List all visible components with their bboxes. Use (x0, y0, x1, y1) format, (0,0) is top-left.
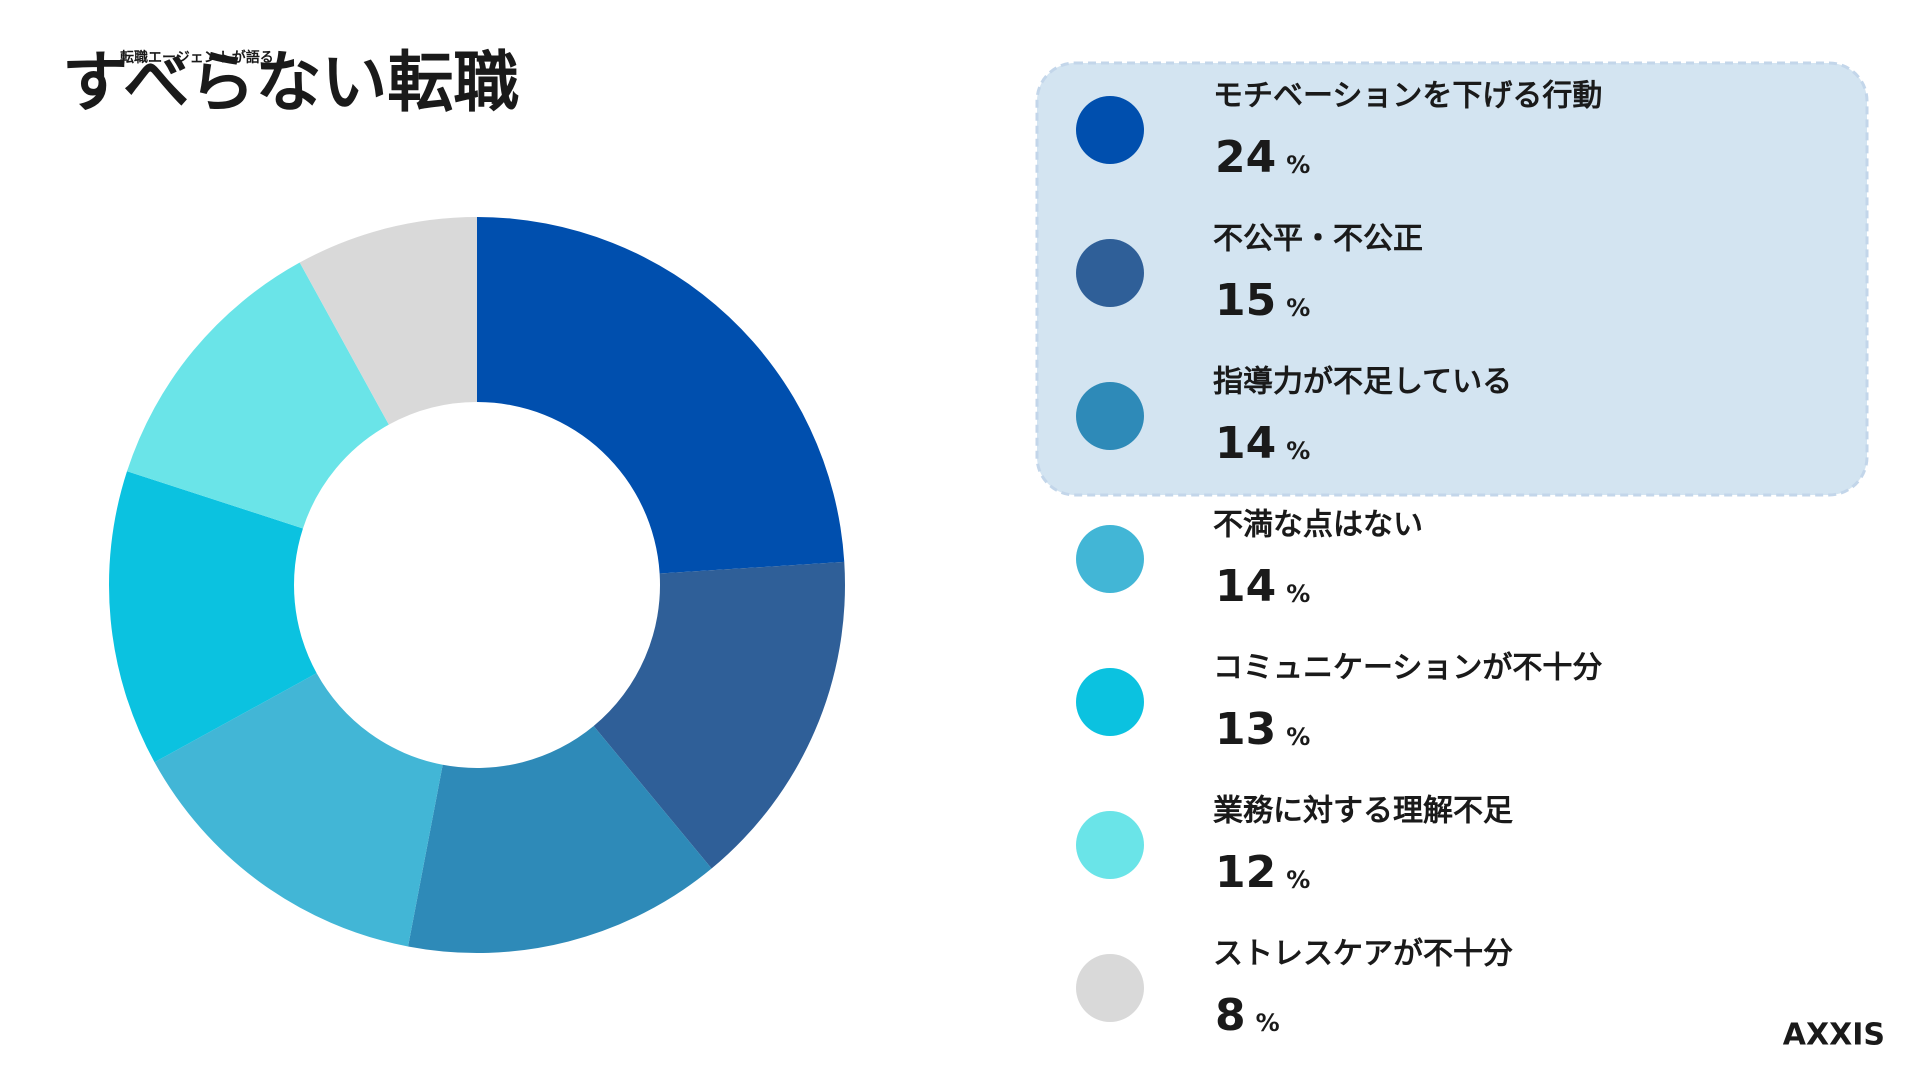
legend-value: 24 (1215, 132, 1276, 183)
logo-title: すべらない転職 (62, 43, 519, 121)
legend-swatch (1076, 811, 1144, 879)
legend-label: モチベーションを下げる行動 (1213, 79, 1602, 114)
brand-logo: AXXIS (1783, 1018, 1885, 1053)
legend-label: 不満な点はない (1213, 508, 1423, 543)
legend-unit: % (1286, 437, 1310, 465)
legend-swatch (1076, 96, 1144, 164)
legend-value: 14 (1215, 418, 1276, 469)
donut-slice (299, 217, 477, 425)
donut-slice (593, 561, 846, 869)
legend-unit: % (1286, 580, 1310, 608)
legend-value: 13 (1215, 704, 1276, 755)
highlight-box (1035, 61, 1869, 497)
legend-swatch (1076, 525, 1144, 593)
donut-slice (408, 726, 712, 953)
legend-swatch (1076, 668, 1144, 736)
donut-slice (477, 217, 845, 574)
legend-unit: % (1286, 723, 1310, 751)
legend-swatch (1076, 382, 1144, 450)
legend-unit: % (1286, 866, 1310, 894)
logo-subtitle: 転職エージェントが語る (120, 49, 274, 66)
legend-value: 14 (1215, 561, 1276, 612)
legend-label: ストレスケアが不十分 (1213, 937, 1513, 972)
legend-label: 業務に対する理解不足 (1213, 794, 1513, 829)
legend-value: 15 (1215, 275, 1276, 326)
legend-unit: % (1286, 294, 1310, 322)
legend-label: 不公平・不公正 (1213, 222, 1423, 257)
donut-slice (154, 673, 443, 947)
legend-unit: % (1256, 1009, 1280, 1037)
donut-slice (127, 262, 389, 529)
legend-swatch (1076, 239, 1144, 307)
legend-label: 指導力が不足している (1213, 365, 1512, 400)
legend-unit: % (1286, 151, 1310, 179)
legend-value: 12 (1215, 847, 1276, 898)
legend-swatch (1076, 954, 1144, 1022)
donut-slice (109, 471, 317, 763)
legend-label: コミュニケーションが不十分 (1213, 651, 1602, 686)
legend-value: 8 (1215, 990, 1246, 1041)
